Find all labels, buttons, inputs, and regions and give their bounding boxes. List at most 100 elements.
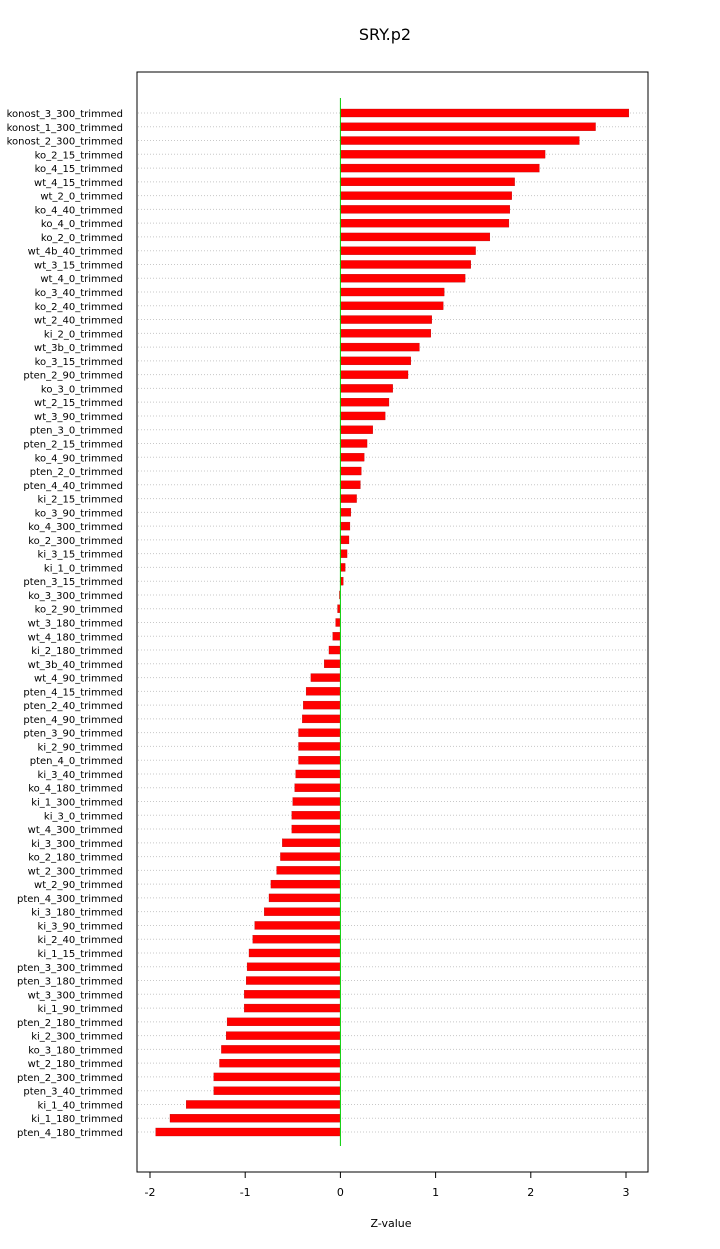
bar <box>244 990 341 999</box>
category-label: ko_4_300_trimmed <box>28 522 123 533</box>
x-axis-label: Z-value <box>370 1217 411 1230</box>
category-label: wt_3b_40_trimmed <box>28 660 123 671</box>
x-axis: -2 -1 0 1 2 3 <box>145 1172 630 1199</box>
category-label: pten_4_0_trimmed <box>30 756 123 767</box>
category-label: ko_2_15_trimmed <box>35 150 123 161</box>
category-label: ki_3_0_trimmed <box>44 811 123 822</box>
category-label: ki_2_180_trimmed <box>31 646 123 657</box>
category-label: ki_2_300_trimmed <box>31 1032 123 1043</box>
category-label: pten_3_180_trimmed <box>17 977 123 988</box>
bar <box>302 714 341 724</box>
category-label: konost_1_300_trimmed <box>7 123 123 134</box>
category-label: wt_2_90_trimmed <box>34 880 123 891</box>
bar <box>244 1003 341 1013</box>
bar <box>340 287 445 297</box>
x-tick-label: 2 <box>527 1186 534 1199</box>
category-label: pten_3_40_trimmed <box>23 1087 123 1098</box>
bars <box>155 108 630 1137</box>
category-label: wt_4_180_trimmed <box>28 632 123 643</box>
bar <box>246 976 341 985</box>
category-label: ki_2_90_trimmed <box>38 742 123 753</box>
chart-title: SRY.p2 <box>359 25 411 44</box>
bar <box>340 205 511 214</box>
x-tick-label: -2 <box>145 1186 156 1199</box>
bar <box>340 549 348 558</box>
category-label: ko_2_300_trimmed <box>28 536 123 547</box>
bar <box>186 1100 341 1109</box>
bar <box>340 563 346 572</box>
category-label: pten_4_180_trimmed <box>17 1128 123 1139</box>
category-label: konost_2_300_trimmed <box>7 137 123 148</box>
bar <box>340 384 393 393</box>
category-label: pten_3_0_trimmed <box>30 426 123 437</box>
bar <box>324 659 341 668</box>
category-label: pten_2_0_trimmed <box>30 467 123 478</box>
category-labels: konost_3_300_trimmed konost_1_300_trimmed… <box>7 109 123 1139</box>
category-label: ko_3_0_trimmed <box>41 384 123 395</box>
bar <box>169 1114 341 1123</box>
bar <box>340 398 390 407</box>
bar <box>292 797 341 806</box>
category-label: pten_4_40_trimmed <box>23 481 123 492</box>
bar <box>340 494 357 503</box>
bar <box>298 756 341 765</box>
category-label: pten_2_180_trimmed <box>17 1018 123 1029</box>
category-label: ki_1_90_trimmed <box>38 1004 123 1015</box>
category-label: pten_3_90_trimmed <box>23 729 123 740</box>
bar <box>340 315 432 324</box>
bar <box>252 935 341 944</box>
bar <box>340 466 362 476</box>
bar <box>246 962 341 971</box>
category-label: pten_2_40_trimmed <box>23 701 123 712</box>
x-tick-label: 3 <box>623 1186 630 1199</box>
bar <box>264 907 341 916</box>
category-label: ko_2_90_trimmed <box>35 605 123 616</box>
category-label: ko_2_180_trimmed <box>28 853 123 864</box>
bar <box>270 879 341 889</box>
bar <box>295 769 341 779</box>
bar <box>340 150 546 159</box>
bar <box>291 811 341 820</box>
bar <box>303 700 341 710</box>
bar <box>213 1086 341 1095</box>
category-label: wt_2_0_trimmed <box>40 192 123 203</box>
bar <box>298 728 341 737</box>
category-label: ko_4_180_trimmed <box>28 784 123 795</box>
category-label: pten_2_300_trimmed <box>17 1073 123 1084</box>
bar <box>268 893 341 903</box>
bar <box>340 356 411 366</box>
category-label: wt_2_300_trimmed <box>28 866 123 877</box>
bar <box>248 948 341 958</box>
bar <box>291 824 341 834</box>
bar <box>219 1058 341 1068</box>
category-label: pten_4_300_trimmed <box>17 894 123 905</box>
bar <box>332 632 341 641</box>
bar <box>276 866 341 875</box>
bar <box>340 177 515 187</box>
bar <box>340 535 350 545</box>
category-label: pten_2_15_trimmed <box>23 439 123 450</box>
bar <box>226 1017 341 1026</box>
bar <box>340 453 365 462</box>
bar <box>298 742 341 751</box>
category-label: ko_3_180_trimmed <box>28 1045 123 1056</box>
category-label: wt_4_15_trimmed <box>34 178 123 189</box>
bar <box>340 370 409 379</box>
plot-frame <box>136 71 649 1173</box>
bar <box>335 618 341 627</box>
bar <box>340 232 491 242</box>
category-label: wt_3_180_trimmed <box>28 619 123 630</box>
category-label: pten_4_15_trimmed <box>23 687 123 698</box>
category-label: ki_1_40_trimmed <box>38 1100 123 1111</box>
category-label: pten_2_90_trimmed <box>23 371 123 382</box>
category-label: ki_2_15_trimmed <box>38 495 123 506</box>
bar <box>340 260 471 269</box>
bar <box>328 645 341 655</box>
category-label: ki_2_0_trimmed <box>44 329 123 340</box>
bar <box>340 301 444 310</box>
bar <box>340 122 596 131</box>
bar <box>340 439 368 448</box>
bar <box>221 1045 341 1054</box>
bar <box>340 342 420 352</box>
bar <box>340 425 373 434</box>
